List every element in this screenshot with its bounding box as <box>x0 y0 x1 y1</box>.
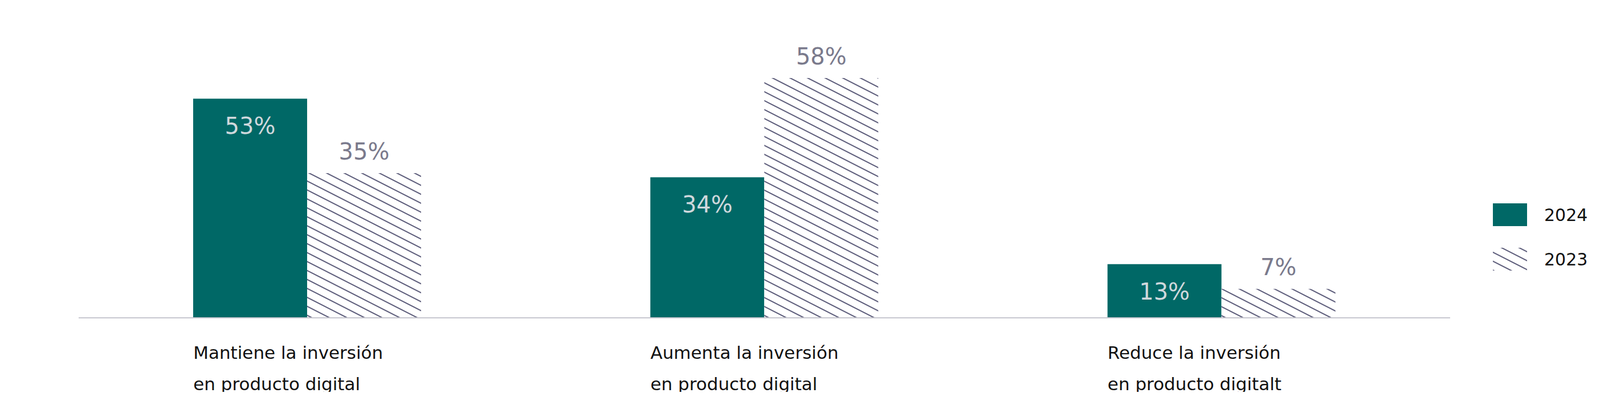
svg-text:Mantiene la inversión: Mantiene la inversión <box>193 342 383 363</box>
svg-text:en producto digitalt: en producto digitalt <box>1107 373 1282 393</box>
html-text:2024: 2024 <box>1544 204 1588 225</box>
svg-text:53%: 53% <box>225 112 276 140</box>
svg-text:Aumenta la inversión: Aumenta la inversión <box>650 342 839 363</box>
svg-text:7%: 7% <box>1260 254 1297 281</box>
svg-text:en producto digital: en producto digital <box>193 373 361 393</box>
svg-text:13%: 13% <box>1139 278 1190 305</box>
html-text:2023: 2023 <box>1544 249 1588 270</box>
svg-text:34%: 34% <box>682 191 733 218</box>
svg-text:58%: 58% <box>796 43 847 70</box>
svg-text:35%: 35% <box>339 138 390 165</box>
svg-text:Reduce la inversión: Reduce la inversión <box>1107 342 1281 363</box>
svg-text:en producto digital: en producto digital <box>650 373 818 393</box>
